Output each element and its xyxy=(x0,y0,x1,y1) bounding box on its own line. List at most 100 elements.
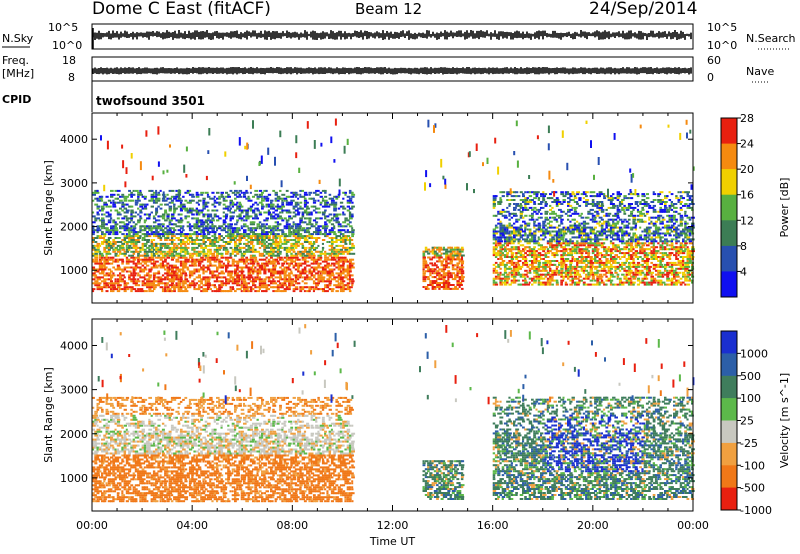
echo-cell xyxy=(179,227,184,230)
echo-cell xyxy=(155,193,159,196)
echo-cell xyxy=(276,233,280,236)
echo-cell xyxy=(344,191,347,194)
echo-cell xyxy=(339,266,343,269)
echo-cell xyxy=(146,280,149,283)
echo-cell xyxy=(549,197,552,200)
echo-cell xyxy=(315,239,318,241)
echo-cell xyxy=(451,264,456,267)
echo-cell xyxy=(206,286,211,289)
echo-cell xyxy=(256,264,260,267)
echo-cell xyxy=(510,258,515,260)
echo-cell xyxy=(254,270,258,273)
echo-cell xyxy=(562,250,565,253)
echo-cell xyxy=(238,239,242,241)
echo-cell xyxy=(436,274,441,277)
echo-cell xyxy=(299,237,303,239)
echo-cell xyxy=(571,265,575,268)
echo-cell xyxy=(261,229,265,232)
echo-cell xyxy=(267,246,271,249)
echo-cell xyxy=(123,239,127,241)
echo-cell xyxy=(170,189,175,192)
echo-cell xyxy=(294,213,299,216)
echo-cell xyxy=(204,205,209,208)
echo-cell xyxy=(587,216,590,219)
echo-cell xyxy=(166,203,169,206)
echo-cell xyxy=(351,213,354,216)
echo-cell xyxy=(164,233,167,236)
echo-cell xyxy=(294,223,299,226)
echo-cell xyxy=(274,286,279,289)
echo-cell xyxy=(335,219,339,222)
echo-cell xyxy=(546,283,551,286)
echo-cell xyxy=(499,203,502,205)
echo-cell xyxy=(337,256,342,259)
echo-cell xyxy=(119,195,122,198)
echo-cell xyxy=(105,284,110,287)
echo-cell xyxy=(94,252,98,255)
echo-cell xyxy=(310,235,314,238)
echo-cell xyxy=(103,264,106,267)
echo-cell xyxy=(152,284,157,287)
echo-cell xyxy=(209,250,212,253)
echo-cell xyxy=(263,286,266,289)
echo-cell xyxy=(265,223,268,226)
echo-cell xyxy=(571,232,575,235)
echo-cell xyxy=(132,256,136,259)
echo-cell xyxy=(191,270,194,273)
echo-cell xyxy=(281,286,284,289)
echo-cell xyxy=(506,244,509,247)
echo-cell xyxy=(294,264,298,267)
echo-cell xyxy=(146,272,150,275)
echo-cell xyxy=(555,246,559,249)
echo-cell xyxy=(328,276,332,279)
echo-cell xyxy=(125,270,129,273)
echo-cell xyxy=(578,230,581,233)
echo-cell xyxy=(267,276,271,279)
echo-cell xyxy=(258,280,262,283)
echo-cell xyxy=(170,213,175,216)
echo-cell xyxy=(206,237,211,239)
echo-cell xyxy=(603,283,608,286)
echo-cell xyxy=(333,276,337,279)
echo-cell xyxy=(585,252,589,255)
echo-cell xyxy=(339,237,344,239)
echo-cell xyxy=(513,240,516,243)
echo-cell xyxy=(96,197,99,200)
echo-cell xyxy=(312,290,315,293)
echo-cell xyxy=(330,250,334,253)
echo-cell xyxy=(612,232,616,235)
echo-cell xyxy=(290,270,293,273)
echo-cell xyxy=(161,250,166,253)
echo-cell xyxy=(589,226,594,229)
echo-cell xyxy=(96,231,99,234)
echo-cell xyxy=(204,191,209,194)
echo-cell xyxy=(166,290,171,293)
echo-cell xyxy=(92,199,95,202)
echo-cell xyxy=(152,272,157,275)
echo-cell xyxy=(236,278,241,281)
echo-cell xyxy=(348,242,351,245)
echo-cell xyxy=(166,276,169,279)
echo-cell xyxy=(222,246,227,249)
echo-cell xyxy=(195,213,199,216)
echo-cell xyxy=(288,286,291,289)
echo-cell xyxy=(585,222,588,225)
echo-cell xyxy=(159,242,163,245)
echo-cell xyxy=(211,191,215,194)
echo-cell xyxy=(96,235,100,238)
echo-cell xyxy=(211,225,216,228)
echo-cell xyxy=(245,250,248,253)
echo-cell xyxy=(238,258,242,261)
echo-cell xyxy=(292,221,295,224)
echo-cell xyxy=(220,260,223,263)
echo-cell xyxy=(308,268,312,271)
echo-cell xyxy=(460,268,464,271)
echo-cell xyxy=(351,195,355,198)
echo-cell xyxy=(229,233,234,236)
echo-cell xyxy=(609,236,614,239)
echo-cell xyxy=(200,211,204,214)
echo-cell xyxy=(256,278,261,281)
echo-cell xyxy=(596,238,600,241)
echo-cell xyxy=(101,221,105,224)
echo-cell xyxy=(245,256,248,259)
